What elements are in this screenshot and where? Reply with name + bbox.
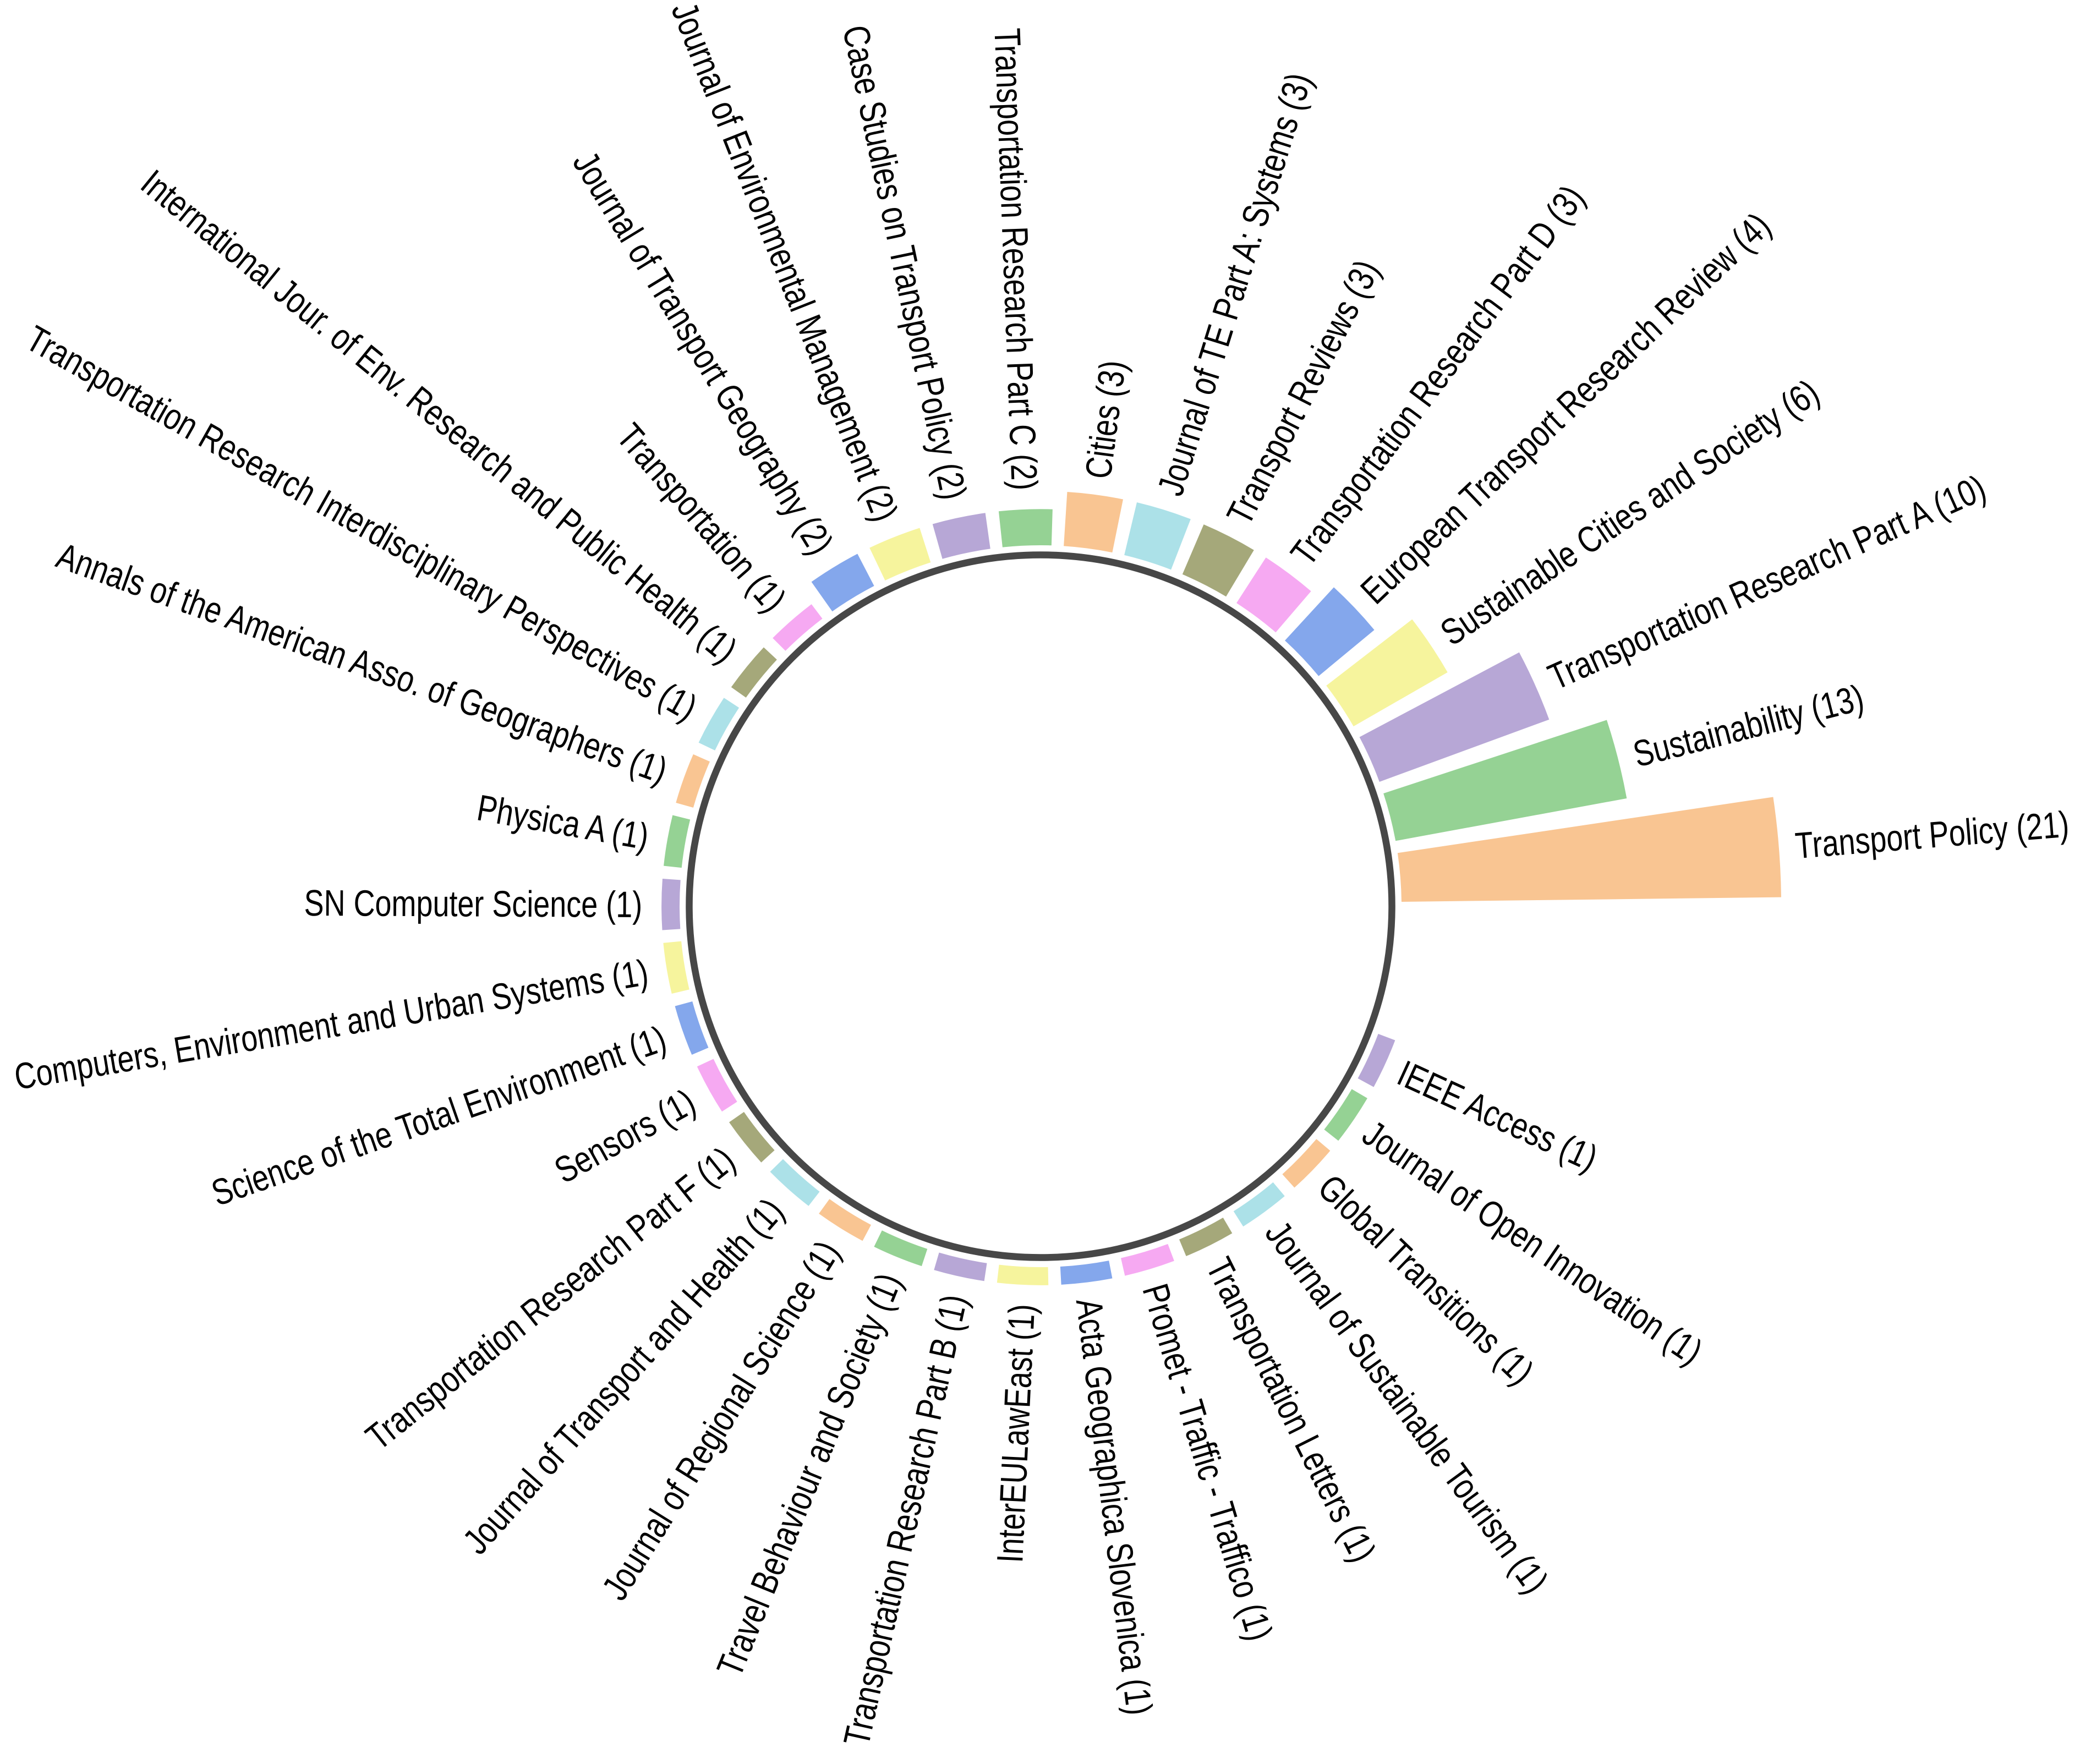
svg-text:SN Computer Science (1): SN Computer Science (1) [304, 883, 642, 925]
